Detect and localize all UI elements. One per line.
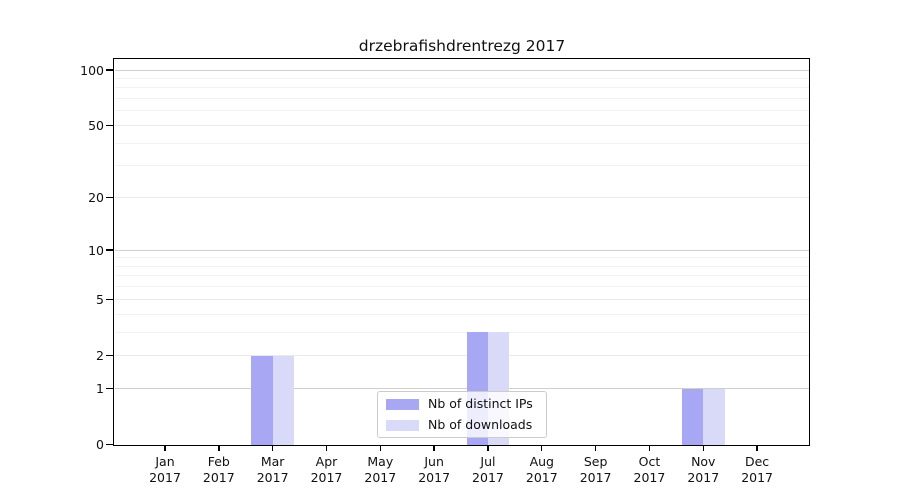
x-tick-jul (487, 446, 489, 451)
gridline-minor-70 (115, 98, 809, 100)
x-tick-aug (541, 446, 543, 451)
gridline-minor-9 (115, 257, 809, 259)
y-tick-20 (106, 196, 113, 199)
x-tick-label-aug: Aug 2017 (525, 454, 558, 485)
x-tick-sep (594, 446, 597, 451)
gridline-50 (115, 124, 809, 126)
bar-downloads-nov (703, 388, 725, 445)
y-tick-100 (106, 69, 113, 71)
y-tick-10 (106, 249, 113, 251)
gridline-minor-7 (115, 275, 809, 277)
gridline-minor-8 (115, 265, 809, 267)
y-tick-label-5: 5 (96, 291, 104, 307)
y-tick-5 (106, 298, 113, 300)
legend-label-distinct-ips: Nb of distinct IPs (428, 396, 533, 411)
y-tick-label-50: 50 (88, 117, 104, 133)
y-tick-label-10: 10 (88, 242, 104, 258)
gridline-minor-60 (115, 110, 809, 112)
y-tick-0 (106, 444, 113, 446)
x-tick-label-jul: Jul 2017 (472, 454, 504, 485)
bar-distinct-ips-nov (681, 388, 704, 445)
y-tick-label-100: 100 (80, 62, 104, 78)
x-tick-mar (271, 446, 274, 451)
x-tick-label-jan: Jan 2017 (149, 454, 181, 485)
gridline-2 (115, 355, 809, 357)
gridline-5 (115, 298, 809, 300)
gridline-1 (115, 388, 809, 389)
x-tick-feb (218, 446, 220, 451)
legend-label-downloads: Nb of downloads (428, 417, 533, 432)
gridline-minor-4 (115, 313, 809, 315)
x-tick-label-jun: Jun 2017 (418, 454, 451, 485)
y-tick-50 (106, 124, 113, 127)
bar-distinct-ips-mar (251, 355, 273, 445)
y-tick-label-20: 20 (88, 190, 104, 206)
gridline-minor-3 (115, 331, 809, 333)
x-tick-label-nov: Nov 2017 (687, 454, 720, 485)
gridline-100 (115, 69, 809, 71)
legend-swatch-downloads (386, 419, 419, 431)
y-tick-2 (106, 354, 113, 357)
legend: Nb of distinct IPs Nb of downloads (377, 391, 547, 438)
y-tick-label-1: 1 (96, 381, 104, 396)
gridline-minor-90 (115, 77, 809, 79)
gridline-minor-80 (115, 87, 809, 89)
gridline-minor-40 (115, 142, 809, 144)
y-tick-1 (106, 387, 113, 390)
gridline-minor-30 (115, 165, 809, 167)
x-tick-label-may: May 2017 (364, 454, 397, 485)
legend-item-distinct-ips: Nb of distinct IPs (386, 397, 538, 411)
gridline-10 (115, 249, 809, 251)
x-tick-label-oct: Oct 2017 (633, 454, 666, 485)
x-tick-oct (648, 446, 651, 451)
x-tick-label-mar: Mar 2017 (256, 454, 289, 485)
chart-title: drzebrafishdrentrezg 2017 (358, 37, 566, 55)
y-tick-label-0: 0 (96, 437, 104, 453)
x-tick-jan (164, 446, 166, 451)
legend-item-downloads: Nb of downloads (386, 418, 538, 432)
x-tick-label-apr: Apr 2017 (310, 454, 343, 485)
gridline-20 (115, 197, 809, 199)
x-tick-label-dec: Dec 2017 (741, 454, 773, 485)
x-tick-label-sep: Sep 2017 (579, 454, 612, 485)
x-tick-label-feb: Feb 2017 (202, 454, 235, 485)
legend-swatch-distinct-ips (386, 398, 419, 410)
x-tick-dec (756, 446, 758, 451)
gridline-minor-6 (115, 286, 809, 288)
y-tick-label-2: 2 (96, 348, 104, 364)
bar-downloads-mar (272, 355, 295, 445)
x-tick-nov (702, 446, 704, 451)
x-tick-apr (325, 446, 328, 451)
x-tick-jun (433, 446, 435, 451)
x-tick-may (379, 446, 381, 451)
